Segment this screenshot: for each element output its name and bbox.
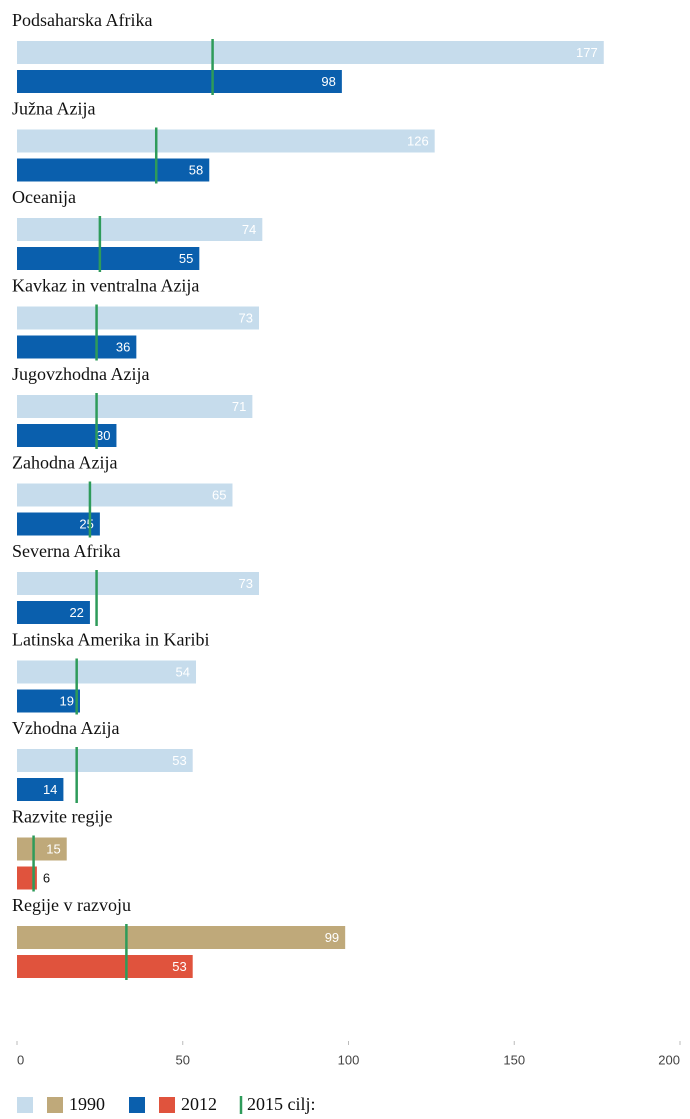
bar [17, 866, 37, 890]
category-label: Severna Afrika [12, 541, 120, 561]
value-label: 73 [239, 310, 253, 325]
bar [17, 70, 342, 93]
category-label: Južna Azija [12, 99, 95, 119]
value-label: 30 [96, 428, 110, 443]
x-tick-label: 100 [338, 1052, 360, 1067]
value-label: 71 [232, 399, 246, 414]
bar [17, 572, 259, 595]
category-label: Jugovzhodna Azija [12, 364, 149, 384]
value-label: 177 [576, 45, 598, 60]
value-label: 126 [407, 133, 429, 148]
value-label: 73 [239, 576, 253, 591]
value-label: 99 [325, 930, 339, 945]
bar [17, 395, 253, 418]
bar [17, 218, 263, 241]
bar [17, 306, 259, 330]
value-label: 54 [176, 664, 190, 679]
value-label: 15 [46, 841, 60, 856]
category-label: Vzhodna Azija [12, 718, 119, 738]
x-tick-label: 50 [176, 1052, 190, 1067]
value-label: 19 [60, 693, 74, 708]
value-label: 53 [172, 753, 186, 768]
value-label: 74 [242, 222, 256, 237]
bar [17, 512, 100, 536]
legend-swatch [159, 1097, 175, 1113]
value-label: 36 [116, 339, 130, 354]
value-label: 55 [179, 251, 193, 266]
bar [17, 660, 197, 684]
bar [17, 335, 137, 359]
bar [17, 601, 90, 624]
bar [17, 424, 117, 447]
legend-swatch [129, 1097, 145, 1113]
bar [17, 247, 200, 270]
bar [17, 483, 233, 507]
bar [17, 837, 67, 861]
bar [17, 158, 210, 182]
legend-label: 2012 [181, 1094, 217, 1114]
bar [17, 955, 193, 978]
value-label: 58 [189, 162, 203, 177]
x-tick-label: 0 [17, 1052, 24, 1067]
value-label: 6 [43, 870, 50, 885]
value-label: 25 [79, 516, 93, 531]
bar [17, 689, 80, 713]
bar [17, 778, 64, 801]
bar [17, 41, 604, 64]
value-label: 53 [172, 959, 186, 974]
x-tick-label: 200 [658, 1052, 680, 1067]
bar [17, 749, 193, 772]
category-label: Razvite regije [12, 807, 112, 827]
legend-label: 2015 cilj: [247, 1094, 316, 1114]
value-label: 22 [69, 605, 83, 620]
legend-label: 1990 [69, 1094, 105, 1114]
value-label: 65 [212, 487, 226, 502]
category-label: Kavkaz in ventralna Azija [12, 276, 199, 296]
x-tick-label: 150 [503, 1052, 525, 1067]
bar [17, 926, 346, 949]
category-label: Zahodna Azija [12, 453, 117, 473]
bar [17, 129, 435, 153]
category-label: Latinska Amerika in Karibi [12, 630, 209, 650]
category-label: Oceanija [12, 187, 76, 207]
category-label: Podsaharska Afrika [12, 10, 152, 30]
category-label: Regije v razvoju [12, 895, 131, 915]
value-label: 98 [321, 74, 335, 89]
legend-swatch [47, 1097, 63, 1113]
legend-swatch [17, 1097, 33, 1113]
value-label: 14 [43, 782, 57, 797]
